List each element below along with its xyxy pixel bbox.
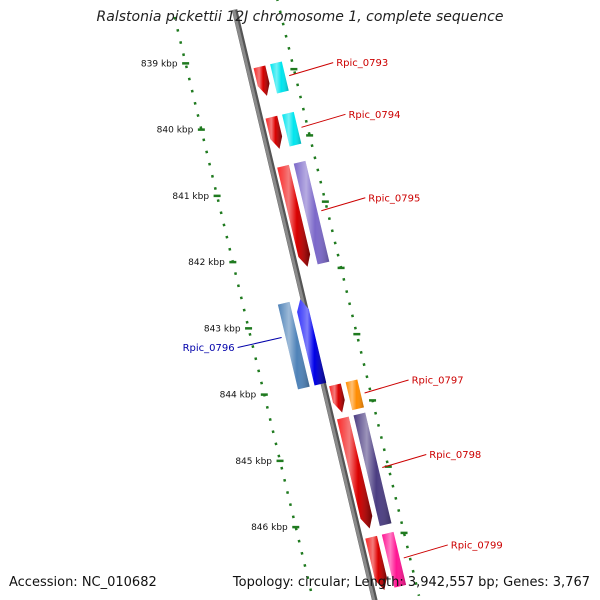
ruler-tick-label: 843 kbp <box>204 324 241 334</box>
gene-callout-line <box>301 113 346 128</box>
ruler-tick-label: 840 kbp <box>157 126 194 136</box>
ruler: 839 kbp 840 kbp 841 kbp 842 kbp 843 kbp 844 k… <box>141 0 421 600</box>
ruler-tick-label: 846 kbp <box>251 523 288 533</box>
gene-callout-line <box>382 454 427 468</box>
gene-callout-line <box>237 337 282 349</box>
gene-label[interactable]: Rpic_0794 <box>348 110 400 121</box>
ruler-left-line <box>173 16 315 600</box>
gene-callout-line <box>364 379 409 394</box>
chromosome-backbone <box>231 9 378 600</box>
gene-callout-line <box>321 197 366 212</box>
gene-label[interactable]: Rpic_0796 <box>183 343 235 354</box>
ruler-tick-label: 841 kbp <box>172 192 209 202</box>
gene-label[interactable]: Rpic_0797 <box>412 375 464 386</box>
gene-callout-line <box>403 544 448 559</box>
gene-label[interactable]: Rpic_0798 <box>429 450 481 461</box>
gene-label[interactable]: Rpic_0795 <box>368 193 420 204</box>
sequence-summary: Topology: circular; Length: 3,942,557 bp… <box>232 575 590 590</box>
gene-label[interactable]: Rpic_0793 <box>336 58 388 69</box>
cds-feature[interactable] <box>282 111 302 147</box>
map-title: Ralstonia pickettii 12J chromosome 1, co… <box>96 9 504 25</box>
cds-feature[interactable] <box>270 61 289 94</box>
gene-label[interactable]: Rpic_0799 <box>451 540 503 551</box>
ruler-tick-label: 839 kbp <box>141 59 178 69</box>
accession-text: Accession: NC_010682 <box>9 575 157 590</box>
cds-feature[interactable] <box>345 379 364 411</box>
ruler-right-line <box>276 0 421 597</box>
gene-callout-line <box>289 62 334 77</box>
ruler-tick-label: 842 kbp <box>188 258 225 268</box>
ruler-tick-label: 845 kbp <box>235 457 272 467</box>
ruler-tick-label: 844 kbp <box>220 391 257 401</box>
